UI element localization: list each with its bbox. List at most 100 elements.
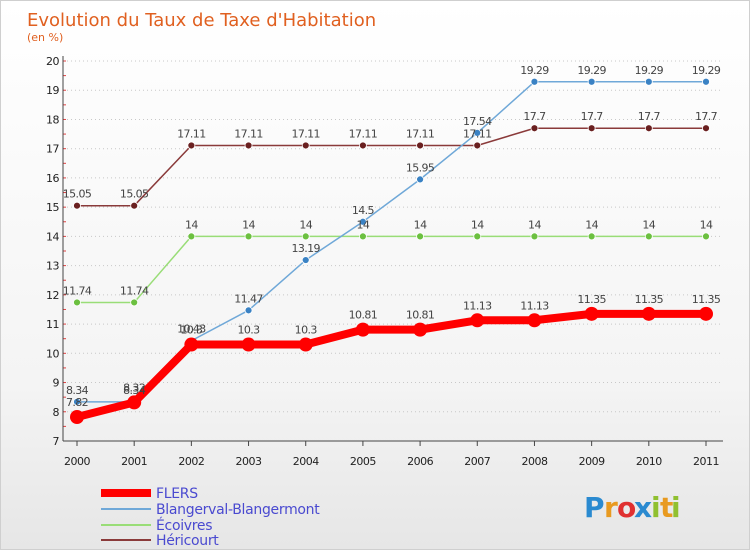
x-tick-label: 2006: [407, 455, 433, 468]
data-label-ecoivres: 14: [585, 218, 598, 231]
data-label-hericourt: 17.7: [581, 110, 604, 123]
data-point-blangerval-blangermont: [587, 77, 596, 86]
logo-letter: P: [584, 491, 605, 524]
legend-label: Écoivres: [156, 517, 212, 534]
data-point-flers: [699, 306, 713, 321]
x-tick-label: 2007: [464, 455, 490, 468]
data-label-flers: 10.3: [295, 324, 318, 337]
data-label-hericourt: 17.7: [638, 110, 661, 123]
data-point-hericourt: [359, 141, 367, 150]
data-label-ecoivres: 11.74: [120, 284, 149, 297]
data-label-flers: 8.32: [123, 381, 145, 394]
data-point-flers: [241, 337, 256, 352]
data-point-hericourt: [130, 201, 139, 210]
data-label-ecoivres: 14: [414, 218, 427, 231]
data-point-ecoivres: [301, 232, 310, 241]
data-point-flers: [527, 313, 542, 328]
data-point-hericourt: [702, 124, 710, 133]
data-label-flers: 10.3: [237, 324, 260, 337]
x-tick-label: 2008: [521, 455, 547, 468]
data-label-ecoivres: 14: [700, 218, 713, 231]
x-tick-label: 2005: [350, 455, 376, 468]
x-tick-label: 2001: [121, 455, 147, 468]
data-point-hericourt: [301, 141, 310, 150]
data-label-hericourt: 17.11: [463, 127, 492, 140]
data-label-flers: 10.81: [406, 309, 435, 322]
y-tick-label: 8: [53, 406, 60, 419]
data-label-hericourt: 15.05: [120, 188, 149, 201]
data-label-blangerval-blangermont: 14.5: [352, 204, 375, 217]
data-label-blangerval-blangermont: 10.43: [177, 323, 206, 336]
data-label-hericourt: 17.11: [291, 127, 320, 140]
chart-title: Evolution du Taux de Taxe d'Habitation: [27, 10, 376, 31]
y-tick-label: 7: [53, 435, 60, 448]
data-label-ecoivres: 14: [471, 218, 484, 231]
y-tick-label: 19: [46, 84, 59, 97]
data-point-blangerval-blangermont: [73, 397, 81, 406]
data-point-blangerval-blangermont: [702, 77, 710, 86]
data-label-blangerval-blangermont: 17.54: [463, 115, 492, 128]
y-tick-label: 10: [46, 347, 59, 360]
data-label-blangerval-blangermont: 19.29: [692, 64, 721, 77]
data-label-flers: 10.81: [349, 309, 378, 322]
data-label-flers: 11.35: [692, 293, 721, 306]
x-tick-label: 2000: [64, 455, 90, 468]
data-point-hericourt: [587, 124, 596, 133]
x-tick-label: 2011: [693, 455, 719, 468]
y-tick-label: 16: [46, 172, 59, 185]
x-tick-label: 2009: [579, 455, 605, 468]
data-point-hericourt: [530, 124, 539, 133]
data-label-hericourt: 17.11: [349, 127, 378, 140]
data-point-hericourt: [416, 141, 424, 150]
logo-letter: i: [671, 491, 681, 524]
data-label-ecoivres: 14: [242, 218, 255, 231]
data-point-flers: [127, 395, 142, 410]
chart-subtitle: (en %): [27, 31, 63, 44]
data-point-ecoivres: [702, 232, 710, 241]
data-point-ecoivres: [416, 232, 424, 241]
data-point-flers: [298, 337, 313, 352]
legend: FLERSBlangerval-BlangermontÉcoivresHéric…: [101, 486, 321, 549]
data-point-flers: [470, 313, 485, 328]
data-label-blangerval-blangermont: 8.34: [123, 384, 146, 397]
y-tick-label: 17: [46, 143, 59, 156]
data-label-ecoivres: 14: [528, 218, 541, 231]
data-point-ecoivres: [473, 232, 482, 241]
data-point-hericourt: [187, 141, 196, 150]
data-labels: 15.05 15.05 17.11 17.11 17.11 17.11 17.11 17.11…: [63, 64, 722, 409]
x-tick-label: 2003: [236, 455, 262, 468]
data-label-ecoivres: 14: [299, 218, 312, 231]
data-label-blangerval-blangermont: 19.29: [577, 64, 606, 77]
data-label-hericourt: 17.11: [177, 127, 206, 140]
x-tick-label: 2004: [293, 455, 319, 468]
data-point-flers: [584, 306, 599, 321]
logo-letter: r: [604, 491, 618, 524]
data-point-blangerval-blangermont: [416, 175, 424, 184]
data-point-flers: [355, 322, 370, 337]
y-tick-label: 15: [46, 201, 59, 214]
data-point-blangerval-blangermont: [359, 217, 367, 226]
y-tick-label: 12: [46, 289, 59, 302]
data-label-blangerval-blangermont: 8.34: [66, 384, 89, 397]
data-label-hericourt: 17.11: [406, 127, 435, 140]
y-tick-label: 20: [46, 55, 59, 68]
data-label-blangerval-blangermont: 19.29: [635, 64, 664, 77]
data-label-ecoivres: 14: [185, 218, 198, 231]
series-group: [70, 77, 713, 425]
legend-label: Héricourt: [156, 533, 219, 549]
data-label-hericourt: 17.7: [523, 110, 546, 123]
data-label-flers: 11.13: [463, 299, 492, 312]
data-point-ecoivres: [73, 298, 81, 307]
data-label-ecoivres: 11.74: [63, 284, 92, 297]
data-label-blangerval-blangermont: 13.19: [291, 242, 320, 255]
data-point-blangerval-blangermont: [530, 77, 539, 86]
y-tick-label: 9: [53, 377, 60, 390]
legend-label: Blangerval-Blangermont: [156, 502, 320, 518]
logo-letter: t: [660, 491, 673, 524]
x-tick-label: 2002: [178, 455, 204, 468]
series-line-hericourt: [77, 127, 706, 207]
data-label-flers: 7.82: [66, 396, 88, 409]
data-point-ecoivres: [644, 232, 653, 241]
